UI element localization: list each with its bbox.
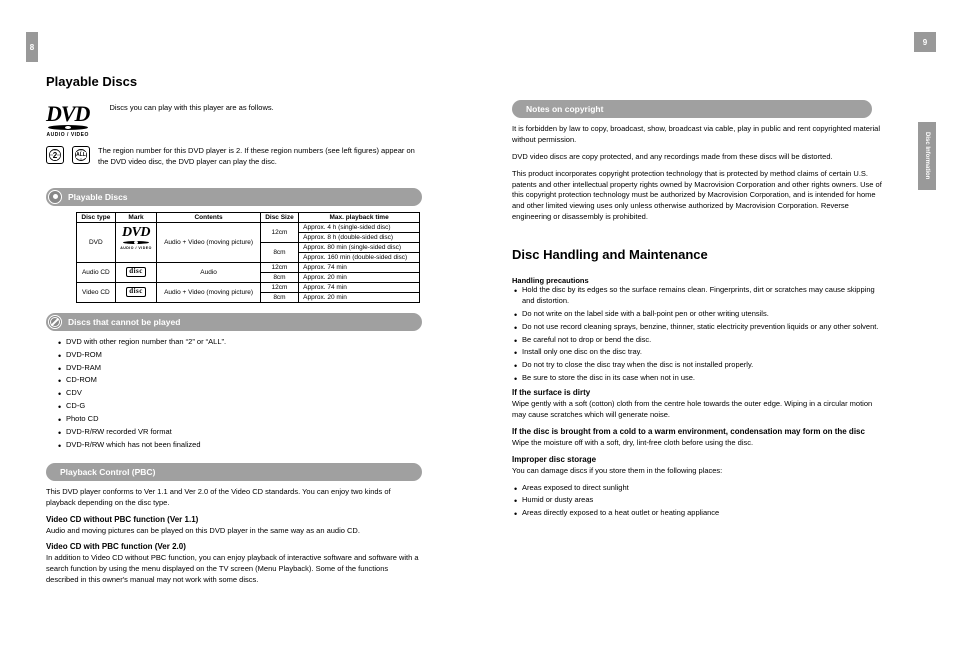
- list-item: DVD-RAM: [56, 363, 422, 374]
- notes-body-1: It is forbidden by law to copy, broadcas…: [512, 124, 888, 146]
- dvd-logo: DVD AUDIO / VIDEO: [46, 103, 89, 138]
- table-row: Audio CD disc Audio 12cmApprox. 74 min: [77, 262, 420, 272]
- handling-precautions-list: Hold the disc by its edges so the surfac…: [512, 285, 888, 384]
- notes-body-2: DVD video discs are copy protected, and …: [512, 152, 888, 163]
- list-item: Hold the disc by its edges so the surfac…: [512, 285, 888, 307]
- region-row: 2 ALL The region number for this DVD pla…: [46, 146, 422, 168]
- list-item: DVD-ROM: [56, 350, 422, 361]
- list-item: Install only one disc on the disc tray.: [512, 347, 888, 358]
- dirty-heading: If the surface is dirty: [512, 388, 888, 397]
- list-item: CD-G: [56, 401, 422, 412]
- table-row: Video CD disc Audio + Video (moving pict…: [77, 282, 420, 292]
- list-item: Do not try to close the disc tray when t…: [512, 360, 888, 371]
- storage-heading: Improper disc storage: [512, 455, 888, 464]
- region-icon-2: 2: [46, 146, 64, 164]
- storage-list: Areas exposed to direct sunlight Humid o…: [512, 483, 888, 520]
- region-text: The region number for this DVD player is…: [98, 146, 422, 168]
- cond-heading: If the disc is brought from a cold to a …: [512, 427, 888, 436]
- handling-title: Disc Handling and Maintenance: [512, 247, 888, 262]
- right-column: Notes on copyright It is forbidden by la…: [512, 100, 888, 521]
- pbc-sub-1: Video CD without PBC function (Ver 1.1): [46, 515, 422, 524]
- storage-body: You can damage discs if you store them i…: [512, 466, 888, 477]
- nonplay-list: DVD with other region number than “2” or…: [46, 337, 422, 453]
- dvd-logo-block: DVD AUDIO / VIDEO Discs you can play wit…: [46, 103, 422, 146]
- notes-body-3: This product incorporates copyright prot…: [512, 169, 888, 223]
- section-bar-nonplay: Discs that cannot be played: [46, 313, 422, 331]
- handling-precautions-heading: Handling precautions: [512, 276, 888, 285]
- dirty-body: Wipe gently with a soft (cotton) cloth f…: [512, 399, 888, 421]
- list-item: Humid or dusty areas: [512, 495, 888, 506]
- page-title: Playable Discs: [46, 74, 422, 89]
- section-bar-playable: Playable Discs: [46, 188, 422, 206]
- list-item: Areas exposed to direct sunlight: [512, 483, 888, 494]
- section-tab: Disc Information: [918, 122, 936, 190]
- pbc-sub-2: Video CD with PBC function (Ver 2.0): [46, 542, 422, 551]
- left-column: Playable Discs DVD AUDIO / VIDEO Discs y…: [46, 74, 422, 592]
- list-item: DVD-R/RW which has not been finalized: [56, 440, 422, 451]
- section-bar-notes: Notes on copyright: [512, 100, 872, 118]
- region-icon-all: ALL: [72, 146, 90, 164]
- table-row: DVD DVDAUDIO / VIDEO Audio + Video (movi…: [77, 222, 420, 232]
- list-item: Be sure to store the disc in its case wh…: [512, 373, 888, 384]
- pbc-sub-2-body: In addition to Video CD without PBC func…: [46, 553, 422, 586]
- list-item: Be careful not to drop or bend the disc.: [512, 335, 888, 346]
- page-number-left: 8: [26, 32, 38, 62]
- list-item: Photo CD: [56, 414, 422, 425]
- intro-text: Discs you can play with this player are …: [109, 103, 422, 114]
- pbc-body: This DVD player conforms to Ver 1.1 and …: [46, 487, 422, 509]
- list-item: DVD with other region number than “2” or…: [56, 337, 422, 348]
- dvd-logo-small: DVDAUDIO / VIDEO: [120, 226, 152, 251]
- table-header-row: Disc type Mark Contents Disc Size Max. p…: [77, 212, 420, 222]
- list-item: DVD-R/RW recorded VR format: [56, 427, 422, 438]
- vcd-logo: disc: [126, 287, 146, 297]
- list-item: CDV: [56, 388, 422, 399]
- list-item: Do not use record cleaning sprays, benzi…: [512, 322, 888, 333]
- cond-body: Wipe the moisture off with a soft, dry, …: [512, 438, 888, 449]
- cd-logo: disc: [126, 267, 146, 277]
- pbc-sub-1-body: Audio and moving pictures can be played …: [46, 526, 422, 537]
- section-bar-pbc: Playback Control (PBC): [46, 463, 422, 481]
- list-item: Areas directly exposed to a heat outlet …: [512, 508, 888, 519]
- disc-table: Disc type Mark Contents Disc Size Max. p…: [76, 212, 420, 303]
- page-number-right: 9: [914, 32, 936, 52]
- disc-icon: [48, 190, 62, 204]
- list-item: Do not write on the label side with a ba…: [512, 309, 888, 320]
- no-disc-icon: [48, 315, 62, 329]
- list-item: CD-ROM: [56, 375, 422, 386]
